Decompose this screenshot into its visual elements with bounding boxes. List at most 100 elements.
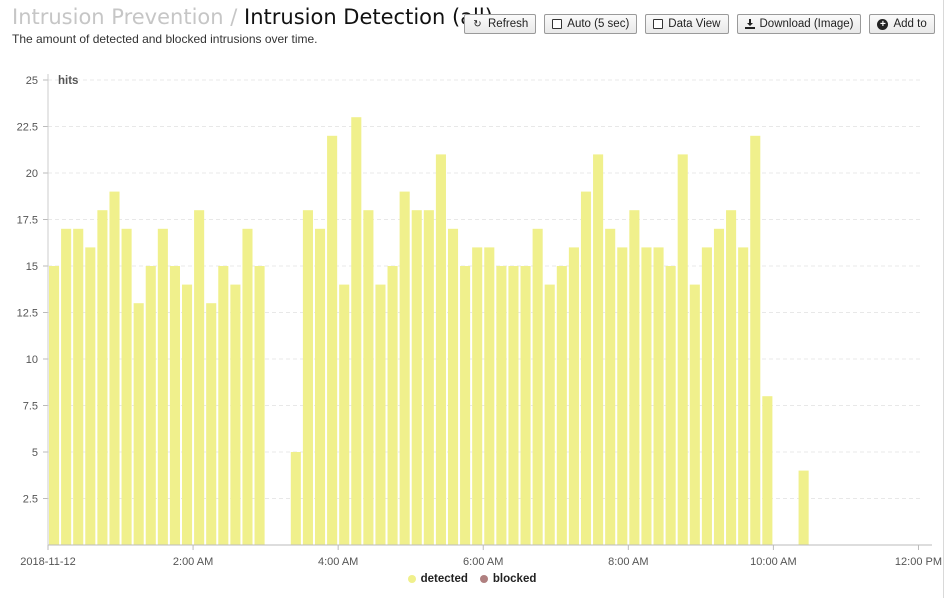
bar-detected (109, 191, 120, 545)
bar-detected (363, 210, 374, 545)
breadcrumb-parent[interactable]: Intrusion Prevention (12, 5, 224, 29)
bar-detected (230, 284, 241, 545)
page-title: Intrusion Prevention / Intrusion Detecti… (12, 4, 493, 30)
y-tick-label: 17.5 (17, 215, 38, 227)
bar-detected (327, 135, 338, 546)
y-tick-label: 5 (32, 447, 38, 459)
bar-detected (532, 228, 543, 546)
bar-detected (641, 247, 652, 545)
download-image-button[interactable]: Download (Image) (736, 14, 862, 34)
refresh-button[interactable]: ↻ Refresh (464, 14, 537, 34)
bar-detected (314, 228, 326, 546)
y-tick-label: 2.5 (23, 494, 38, 506)
bar-detected (254, 266, 265, 545)
x-tick-label: 10:00 AM (750, 556, 796, 568)
refresh-icon: ↻ (473, 18, 482, 30)
bar-detected (97, 210, 108, 545)
bar-detected (605, 228, 616, 546)
toolbar: ↻ Refresh Auto (5 sec) Data View Downloa… (464, 14, 935, 34)
bar-detected (206, 303, 217, 545)
bar-detected (85, 247, 96, 545)
download-icon (744, 19, 755, 29)
bar-detected (133, 303, 144, 545)
bar-detected (701, 247, 712, 545)
checkbox-icon (552, 19, 563, 29)
bar-detected (169, 266, 180, 545)
bar-detected (242, 228, 253, 546)
bar-detected (460, 266, 471, 545)
data-view-label: Data View (668, 18, 721, 30)
y-tick-label: 12.5 (17, 308, 38, 320)
bar-detected (580, 191, 592, 545)
x-tick-label: 2:00 AM (173, 556, 213, 568)
refresh-label: Refresh (488, 18, 529, 30)
x-tick-label: 8:00 AM (608, 556, 648, 568)
y-tick-label: 15 (26, 261, 38, 273)
y-tick-label: 22.5 (17, 122, 38, 134)
bar-detected (387, 266, 398, 545)
bar-detected (568, 247, 579, 545)
bar-detected (399, 191, 410, 545)
legend-label-detected: detected (420, 573, 468, 585)
bar-detected (726, 210, 737, 545)
breadcrumb-current: Intrusion Detection (all) (244, 5, 493, 29)
bar-detected (447, 228, 459, 546)
legend-item-blocked[interactable]: blocked (479, 573, 537, 585)
data-view-checkbox[interactable]: Data View (645, 14, 729, 34)
bar-detected (556, 266, 567, 545)
x-tick-label: 12:00 PM (895, 556, 942, 568)
bar-detected (713, 228, 725, 546)
bar-detected (472, 247, 483, 545)
page-header: Intrusion Prevention / Intrusion Detecti… (12, 4, 493, 46)
y-tick-label: 20 (26, 168, 38, 180)
bar-detected (339, 284, 350, 545)
bar-detected (544, 284, 555, 545)
page-subtitle: The amount of detected and blocked intru… (12, 32, 318, 46)
download-label: Download (Image) (759, 18, 854, 30)
legend-item-detected[interactable]: detected (407, 573, 468, 585)
checkbox-icon (653, 19, 664, 29)
add-to-button[interactable]: + Add to (869, 14, 935, 34)
bar-detected (375, 284, 386, 545)
chart-legend: detected blocked (0, 573, 944, 585)
bar-detected (423, 210, 434, 545)
bar-detected (593, 154, 604, 545)
breadcrumb-separator: / (230, 5, 238, 29)
bar-detected (629, 210, 640, 545)
add-to-label: Add to (893, 18, 927, 30)
bar-detected (121, 228, 132, 546)
bar-detected (750, 135, 761, 546)
bar-detected (484, 247, 495, 545)
y-tick-label: 10 (26, 354, 38, 366)
bar-detected (181, 284, 193, 545)
x-tick-label: 6:00 AM (463, 556, 503, 568)
bar-detected (496, 266, 507, 545)
bar-detected (218, 266, 229, 545)
x-tick-label: 4:00 AM (318, 556, 358, 568)
bar-detected (798, 470, 809, 545)
bar-detected (411, 210, 422, 545)
bar-detected (61, 228, 72, 546)
bar-detected (351, 117, 362, 545)
x-tick-label: 2018-11-12 (20, 556, 75, 568)
bar-detected (617, 247, 628, 545)
legend-dot-detected (407, 575, 416, 583)
bar-detected (73, 228, 84, 546)
bar-detected (508, 266, 519, 545)
bar-detected (653, 247, 664, 545)
legend-label-blocked: blocked (492, 573, 537, 585)
bar-detected (435, 154, 446, 545)
y-axis-label: hits (58, 75, 78, 87)
bar-detected (49, 266, 60, 545)
y-tick-label: 7.5 (23, 401, 38, 413)
auto-refresh-checkbox[interactable]: Auto (5 sec) (544, 14, 638, 34)
bar-detected (762, 396, 773, 545)
bar-detected (520, 266, 531, 545)
plus-circle-icon: + (877, 18, 889, 30)
bar-detected (157, 228, 168, 546)
legend-dot-blocked (479, 575, 488, 583)
auto-refresh-label: Auto (5 sec) (567, 18, 630, 30)
bar-detected (665, 266, 676, 545)
bar-detected (290, 452, 301, 545)
